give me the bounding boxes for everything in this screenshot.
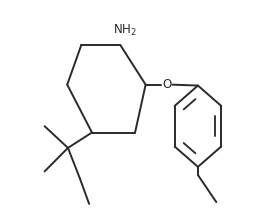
Text: NH$_2$: NH$_2$ [113, 23, 137, 38]
Text: O: O [162, 78, 171, 91]
